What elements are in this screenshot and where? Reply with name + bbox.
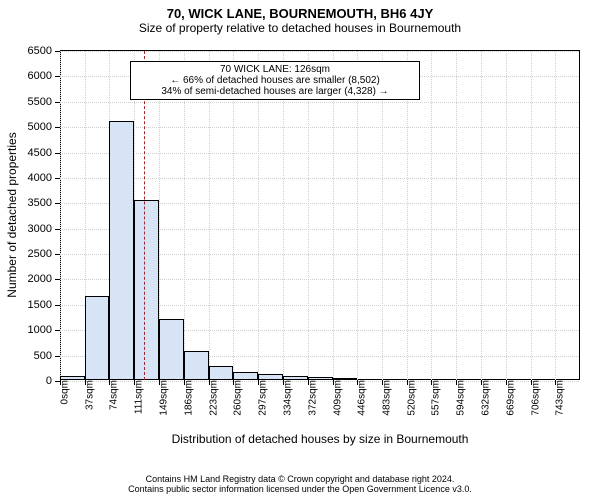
y-tick-label: 1500 (28, 299, 60, 311)
histogram-bar (308, 377, 333, 380)
annotation-line: 34% of semi-detached houses are larger (… (137, 86, 413, 97)
gridline-vertical (60, 51, 61, 380)
gridline-vertical (258, 51, 259, 380)
y-tick-label: 6000 (28, 70, 60, 82)
y-tick-label: 5000 (28, 121, 60, 133)
x-tick-label: 334sqm (280, 380, 293, 416)
y-tick-label: 4500 (28, 147, 60, 159)
histogram-bar (283, 376, 308, 380)
y-tick-label: 2000 (28, 273, 60, 285)
histogram-bar (134, 200, 159, 380)
y-tick-label: 4000 (28, 172, 60, 184)
histogram-bar (233, 372, 258, 380)
y-tick-label: 3500 (28, 197, 60, 209)
gridline-vertical (531, 51, 532, 380)
gridline-vertical (233, 51, 234, 380)
chart-subtitle: Size of property relative to detached ho… (0, 21, 600, 35)
x-tick-label: 669sqm (504, 380, 517, 416)
chart-plot-area: 0500100015002000250030003500400045005000… (60, 50, 580, 380)
x-tick-label: 297sqm (256, 380, 269, 416)
x-tick-label: 483sqm (380, 380, 393, 416)
y-tick-label: 3000 (28, 223, 60, 235)
gridline-horizontal (60, 51, 579, 52)
gridline-vertical (308, 51, 309, 380)
footer-credits: Contains HM Land Registry data © Crown c… (0, 474, 600, 494)
gridline-vertical (382, 51, 383, 380)
x-tick-label: 186sqm (182, 380, 195, 416)
histogram-bar (159, 319, 184, 380)
x-tick-label: 223sqm (206, 380, 219, 416)
histogram-bar (184, 351, 209, 380)
x-tick-label: 594sqm (454, 380, 467, 416)
x-tick-label: 706sqm (528, 380, 541, 416)
x-tick-label: 149sqm (157, 380, 170, 416)
gridline-horizontal (60, 127, 579, 128)
gridline-vertical (555, 51, 556, 380)
footer-line-1: Contains HM Land Registry data © Crown c… (0, 474, 600, 484)
y-tick-label: 1000 (28, 324, 60, 336)
annotation-line: 70 WICK LANE: 126sqm (137, 64, 413, 75)
y-tick-label: 5500 (28, 96, 60, 108)
x-tick-label: 0sqm (58, 380, 71, 404)
x-tick-label: 37sqm (82, 380, 95, 410)
gridline-horizontal (60, 102, 579, 103)
footer-line-2: Contains public sector information licen… (0, 484, 600, 494)
gridline-horizontal (60, 153, 579, 154)
x-tick-label: 743sqm (553, 380, 566, 416)
gridline-vertical (481, 51, 482, 380)
reference-line (144, 51, 145, 380)
x-tick-label: 520sqm (404, 380, 417, 416)
x-tick-label: 632sqm (479, 380, 492, 416)
x-tick-label: 557sqm (429, 380, 442, 416)
annotation-line: ← 66% of detached houses are smaller (8,… (137, 75, 413, 86)
gridline-vertical (407, 51, 408, 380)
gridline-vertical (283, 51, 284, 380)
histogram-bar (60, 376, 85, 380)
gridline-horizontal (60, 178, 579, 179)
histogram-bar (258, 374, 283, 380)
gridline-vertical (184, 51, 185, 380)
annotation-box: 70 WICK LANE: 126sqm← 66% of detached ho… (130, 61, 420, 100)
gridline-vertical (333, 51, 334, 380)
histogram-bar (333, 378, 358, 380)
x-tick-label: 446sqm (355, 380, 368, 416)
gridline-vertical (357, 51, 358, 380)
histogram-bar (85, 296, 110, 380)
gridline-vertical (431, 51, 432, 380)
histogram-bar (109, 121, 134, 380)
histogram-bar (209, 366, 234, 380)
x-tick-label: 260sqm (231, 380, 244, 416)
y-tick-label: 6500 (28, 45, 60, 57)
gridline-vertical (506, 51, 507, 380)
y-axis-label: Number of detached properties (5, 132, 19, 297)
gridline-vertical (456, 51, 457, 380)
x-tick-label: 74sqm (107, 380, 120, 410)
chart-title: 70, WICK LANE, BOURNEMOUTH, BH6 4JY (0, 0, 600, 21)
x-tick-label: 111sqm (132, 380, 145, 414)
y-tick-label: 2500 (28, 248, 60, 260)
gridline-vertical (209, 51, 210, 380)
x-tick-label: 409sqm (330, 380, 343, 416)
x-tick-label: 372sqm (306, 380, 319, 416)
y-tick-label: 500 (34, 350, 60, 362)
x-axis-label: Distribution of detached houses by size … (60, 432, 580, 446)
